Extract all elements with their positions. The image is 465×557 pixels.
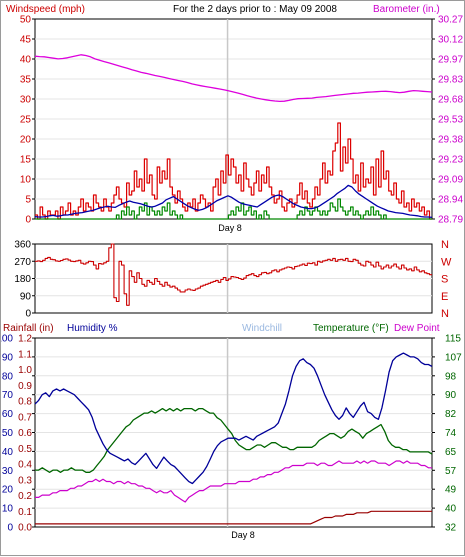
direction-tick-label: 0 (25, 309, 31, 320)
rainfall-tick-label: 0.0 (18, 523, 32, 534)
windspeed-tick-label: 25 (20, 115, 32, 126)
windspeed-tick-label: 40 (20, 55, 32, 66)
windspeed-series (35, 122, 432, 220)
direction-compass-label: S (441, 274, 448, 286)
temperature-tick-label: 82 (445, 409, 457, 420)
barometer-tick-label: 29.23 (438, 155, 463, 166)
rainfall-tick-label: 0.9 (18, 381, 32, 392)
rainfall-tick-label: 0.1 (18, 507, 32, 518)
humidity-tick-label: 90 (2, 352, 14, 363)
direction-compass-label: N (441, 308, 449, 320)
barometer-series (34, 54, 433, 103)
direction-tick-label: 180 (14, 274, 31, 285)
windspeed-tick-label: 30 (20, 95, 32, 106)
windspeed-axis-title: Windspeed (mph) (6, 4, 85, 15)
windspeed-tick-label: 0 (25, 215, 31, 226)
humidity-tick-label: 20 (2, 485, 14, 496)
barometer-tick-label: 29.38 (438, 135, 463, 146)
chart3-x-label: Day 8 (231, 530, 255, 540)
wind-average-series (34, 184, 433, 219)
barometer-tick-label: 30.12 (438, 35, 463, 46)
windspeed-tick-label: 15 (20, 155, 32, 166)
humidity-tick-label: 80 (2, 371, 14, 382)
rainfall-tick-label: 0.4 (18, 460, 32, 471)
direction-compass-label: N (441, 239, 449, 251)
rainfall-tick-label: 0.7 (18, 412, 32, 423)
rainfall-tick-label: 1.0 (18, 365, 32, 376)
direction-tick-label: 90 (20, 291, 32, 302)
chart-period-title: For the 2 days prior to : May 09 2008 (173, 4, 337, 15)
legend-rainfall: Rainfall (in) (3, 323, 54, 334)
humidity-tick-label: 70 (2, 390, 14, 401)
humidity-tick-label: 40 (2, 447, 14, 458)
barometer-tick-label: 28.79 (438, 215, 463, 226)
windspeed-tick-label: 10 (20, 175, 32, 186)
temperature-tick-label: 90 (445, 390, 457, 401)
windspeed-tick-label: 20 (20, 135, 32, 146)
legend-temperature: Temperature (°F) (313, 323, 389, 334)
humidity-tick-label: 60 (2, 409, 14, 420)
direction-tick-label: 270 (14, 257, 31, 268)
barometer-tick-label: 29.83 (438, 75, 463, 86)
rainfall-tick-label: 0.2 (18, 491, 32, 502)
temperature-series (35, 407, 433, 473)
temperature-tick-label: 57 (445, 466, 457, 477)
rainfall-tick-label: 0.8 (18, 397, 32, 408)
humidity-tick-label: 10 (2, 504, 14, 515)
rainfall-tick-label: 0.6 (18, 428, 32, 439)
dew-point-series (35, 460, 432, 503)
temperature-tick-label: 74 (445, 428, 457, 439)
legend-dewpoint: Dew Point (394, 323, 440, 334)
rainfall-tick-label: 1.1 (18, 349, 32, 360)
barometer-tick-label: 29.53 (438, 115, 463, 126)
windspeed-tick-label: 5 (25, 195, 31, 206)
legend-windchill: Windchill (242, 323, 282, 334)
barometer-tick-label: 29.68 (438, 95, 463, 106)
wind-direction-series (35, 243, 432, 306)
windspeed-tick-label: 35 (20, 75, 32, 86)
temperature-tick-label: 32 (445, 523, 457, 534)
direction-compass-label: E (441, 291, 448, 303)
windspeed-tick-label: 45 (20, 35, 32, 46)
temperature-tick-label: 40 (445, 504, 457, 515)
rainfall-tick-label: 0.3 (18, 475, 32, 486)
humidity-tick-label: 100 (1, 334, 13, 345)
temperature-tick-label: 98 (445, 371, 457, 382)
direction-compass-label: W (441, 256, 452, 268)
barometer-tick-label: 29.09 (438, 175, 463, 186)
barometer-axis-title: Barometer (in.) (373, 4, 440, 15)
humidity-tick-label: 50 (2, 428, 14, 439)
temperature-tick-label: 115 (445, 334, 461, 345)
barometer-tick-label: 28.94 (438, 195, 463, 206)
humidity-tick-label: 0 (7, 523, 13, 534)
humidity-tick-label: 30 (2, 466, 14, 477)
windspeed-tick-label: 50 (20, 15, 32, 26)
rainfall-series (35, 510, 432, 525)
temperature-tick-label: 49 (445, 485, 457, 496)
temperature-tick-label: 65 (445, 447, 457, 458)
rainfall-tick-label: 0.5 (18, 444, 32, 455)
direction-tick-label: 360 (14, 240, 31, 251)
temperature-tick-label: 107 (445, 352, 462, 363)
humidity-series (34, 352, 433, 485)
barometer-tick-label: 29.97 (438, 55, 463, 66)
rainfall-tick-label: 1.2 (18, 334, 32, 345)
barometer-tick-label: 30.27 (438, 15, 463, 26)
legend-humidity: Humidity % (67, 323, 118, 334)
wind-low-series (35, 198, 432, 220)
chart1-x-label: Day 8 (218, 223, 242, 233)
